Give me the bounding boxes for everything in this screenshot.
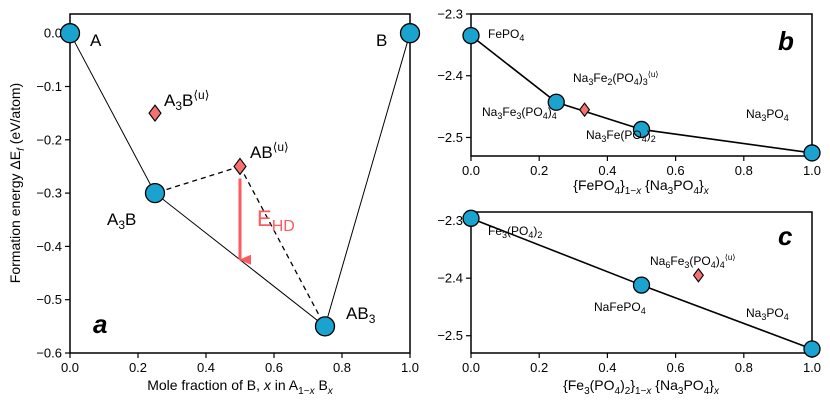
panel-a-ticks: 0.0 0.2 0.4 0.6 0.8 1.0 0.0 −0.1 −0.2 −0.3 −0.4 −0.…: [36, 26, 419, 375]
y-tick-label: 0.0: [44, 26, 62, 41]
panel-c-marks: [462, 209, 821, 358]
panel-b-hull-lines: [470, 34, 813, 154]
x-tick-label: 0.0: [462, 360, 480, 375]
label-Na3PO4-b: Na3PO4: [746, 107, 789, 123]
panel-a-ylabel: Formation energy ΔEf (eV/atom): [7, 83, 27, 283]
stable-point: [59, 23, 81, 44]
y-tick-label: −2.5: [437, 130, 463, 145]
y-tick-label: −0.5: [36, 292, 62, 307]
y-tick-label: −2.3: [437, 7, 463, 22]
label-Fe3PO42: Fe3(PO4)2: [488, 224, 542, 240]
stable-point: [632, 276, 651, 294]
x-tick-label: 0.0: [61, 360, 79, 375]
label-Na3Fe2PO43-unstable: Na3Fe2(PO4)3⟨u⟩: [573, 70, 658, 87]
panel-c-frame: [470, 211, 813, 354]
label-NaFePO4: NaFePO4: [594, 300, 646, 316]
label-Na6Fe3PO44-unstable: Na6Fe3(PO4)4⟨u⟩: [650, 253, 735, 270]
x-tick-label: 1.0: [803, 163, 821, 178]
y-tick-label: −2.5: [437, 328, 463, 343]
panel-b-letter: b: [778, 26, 794, 56]
ehd-label: EHD: [257, 206, 295, 235]
panel-a-marks: [59, 23, 421, 337]
x-tick-label: 1.0: [401, 360, 419, 375]
y-tick-label: −0.4: [36, 239, 62, 254]
decomposition-line: [239, 166, 326, 327]
x-tick-label: 0.2: [530, 163, 548, 178]
panel-b: 0.0 0.2 0.4 0.6 0.8 1.0 −2.3 −2.4 −2.5 FePO4 Na3…: [437, 7, 821, 198]
panel-c-letter: c: [778, 221, 793, 251]
x-tick-label: 1.0: [803, 360, 821, 375]
y-tick-label: −2.4: [437, 271, 463, 286]
unstable-point: [692, 267, 705, 283]
label-B: B: [376, 31, 387, 50]
stable-point: [314, 316, 336, 337]
x-tick-label: 0.2: [530, 360, 548, 375]
stable-point: [462, 26, 480, 45]
x-tick-label: 0.0: [462, 163, 480, 178]
panel-b-xlabel: {FePO4}1−x {Na3PO4}x: [573, 177, 709, 197]
label-Na3PO4-c: Na3PO4: [746, 306, 789, 322]
panel-a: 0.0 0.2 0.4 0.6 0.8 1.0 0.0 −0.1 −0.2 −0.3 −0.4 −0.…: [7, 13, 421, 397]
label-A3B-unstable: A3B⟨u⟩: [164, 88, 209, 113]
x-tick-label: 0.6: [265, 360, 283, 375]
y-tick-label: −0.1: [36, 79, 62, 94]
x-tick-label: 0.4: [598, 163, 616, 178]
panel-a-letter: a: [93, 309, 107, 339]
panel-a-xlabel: Mole fraction of B, x in A1−x Bx: [147, 377, 334, 397]
stable-point: [547, 93, 565, 111]
y-tick-label: −2.4: [437, 68, 463, 83]
panel-b-ticks: 0.0 0.2 0.4 0.6 0.8 1.0 −2.3 −2.4 −2.5: [437, 7, 821, 179]
x-tick-label: 0.6: [667, 360, 685, 375]
stable-point: [632, 120, 651, 139]
unstable-point: [578, 102, 591, 118]
label-A: A: [90, 31, 102, 50]
panel-b-frame: [470, 13, 813, 157]
y-tick-label: −0.3: [36, 186, 62, 201]
x-tick-label: 0.6: [667, 163, 685, 178]
stable-point: [462, 209, 480, 227]
x-tick-label: 0.8: [735, 163, 753, 178]
label-Na3Fe3PO44: Na3Fe3(PO4)4: [482, 105, 557, 121]
x-tick-label: 0.4: [197, 360, 215, 375]
y-tick-label: −0.6: [36, 346, 62, 361]
stable-point: [803, 340, 821, 358]
y-tick-label: −2.3: [437, 213, 463, 228]
stable-point: [144, 182, 166, 204]
unstable-point: [233, 157, 247, 176]
x-tick-label: 0.4: [598, 360, 616, 375]
label-AB3: AB3: [346, 304, 376, 326]
panel-a-frame: [69, 13, 411, 354]
stable-point: [803, 144, 821, 162]
x-tick-label: 0.8: [735, 360, 753, 375]
x-tick-label: 0.2: [129, 360, 147, 375]
panel-c: 0.0 0.2 0.4 0.6 0.8 1.0 −2.3 −2.4 −2.5 Fe3(PO4)2…: [437, 209, 821, 397]
panel-b-marks: [462, 26, 821, 162]
panel-c-xlabel: {Fe3(PO4)2}1−x {Na3PO4}x: [563, 377, 720, 397]
label-A3B: A3B: [107, 210, 136, 232]
decomposition-line: [154, 165, 241, 194]
hull-line: [470, 34, 813, 154]
unstable-point: [148, 104, 162, 123]
y-tick-label: −0.2: [36, 132, 62, 147]
panel-a-hull-lines: [69, 32, 411, 328]
label-AB-unstable: AB⟨u⟩: [250, 140, 289, 162]
x-tick-label: 0.8: [333, 360, 351, 375]
stable-point: [399, 23, 421, 44]
label-FePO4: FePO4: [488, 27, 524, 43]
